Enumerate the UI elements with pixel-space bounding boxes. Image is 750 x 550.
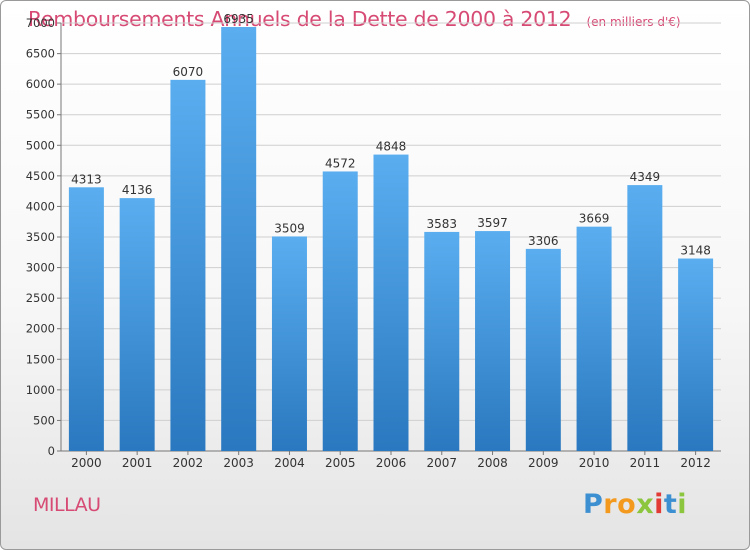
city-label: MILLAU <box>33 494 101 516</box>
y-tick-label: 5000 <box>26 138 55 152</box>
chart-title-row: Remboursements Annuels de la Dette de 20… <box>28 7 681 31</box>
value-label-2010: 3669 <box>579 212 610 226</box>
value-label-2006: 4848 <box>376 140 407 154</box>
y-tick-label: 7000 <box>26 16 55 30</box>
value-label-2003: 6935 <box>223 12 254 26</box>
x-tick-label-2002: 2002 <box>173 456 204 470</box>
x-tick-label-2006: 2006 <box>376 456 407 470</box>
x-tick-label-2012: 2012 <box>680 456 711 470</box>
value-label-2008: 3597 <box>477 216 508 230</box>
y-tick-label: 2000 <box>26 322 55 336</box>
x-tick-label-2007: 2007 <box>426 456 457 470</box>
x-tick-label-2010: 2010 <box>579 456 610 470</box>
x-tick-label-2008: 2008 <box>477 456 508 470</box>
bar-2001 <box>119 198 155 451</box>
x-tick-label-2004: 2004 <box>274 456 305 470</box>
x-tick-label-2000: 2000 <box>71 456 102 470</box>
bar-2004 <box>271 236 307 451</box>
y-tick-label: 3500 <box>26 230 55 244</box>
bar-2008 <box>475 231 511 451</box>
y-tick-label: 500 <box>33 413 55 427</box>
value-label-2012: 3148 <box>680 244 711 258</box>
value-label-2005: 4572 <box>325 156 356 170</box>
y-tick-label: 4000 <box>26 199 55 213</box>
value-label-2004: 3509 <box>274 221 305 235</box>
value-label-2000: 4313 <box>71 172 102 186</box>
y-tick-label: 6500 <box>26 47 55 61</box>
x-tick-label-2005: 2005 <box>325 456 356 470</box>
x-tick-label-2009: 2009 <box>528 456 559 470</box>
bar-2009 <box>525 248 561 451</box>
x-tick-label-2001: 2001 <box>122 456 153 470</box>
y-tick-label: 1000 <box>26 383 55 397</box>
bar-2006 <box>373 154 409 452</box>
bar-2000 <box>68 187 104 451</box>
chart-title: Remboursements Annuels de la Dette de 20… <box>28 7 572 31</box>
y-tick-label: 1500 <box>26 352 55 366</box>
bar-2012 <box>678 258 714 451</box>
bar-2005 <box>322 171 358 451</box>
y-tick-label: 0 <box>48 444 55 458</box>
bar-2002 <box>170 79 206 451</box>
value-label-2001: 4136 <box>122 183 153 197</box>
y-tick-label: 5500 <box>26 108 55 122</box>
value-label-2009: 3306 <box>528 234 559 248</box>
y-tick-label: 6000 <box>26 77 55 91</box>
bar-2011 <box>627 185 663 451</box>
proxiti-logo: Proxiti <box>583 489 688 520</box>
y-tick-label: 4500 <box>26 169 55 183</box>
bar-2010 <box>576 226 612 451</box>
value-label-2007: 3583 <box>426 217 457 231</box>
chart-subtitle: (en milliers d'€) <box>586 15 681 29</box>
x-tick-label-2011: 2011 <box>630 456 661 470</box>
y-tick-label: 2500 <box>26 291 55 305</box>
bar-2003 <box>221 26 257 452</box>
value-label-2002: 6070 <box>173 65 204 79</box>
bar-2007 <box>424 231 460 451</box>
x-tick-label-2003: 2003 <box>223 456 254 470</box>
value-label-2011: 4349 <box>630 170 661 184</box>
y-tick-label: 3000 <box>26 261 55 275</box>
